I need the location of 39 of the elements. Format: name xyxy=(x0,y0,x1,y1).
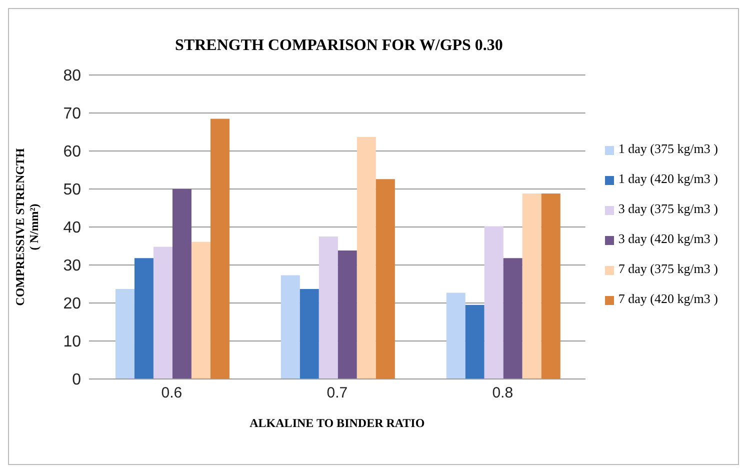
bar xyxy=(280,275,300,379)
bar xyxy=(191,242,210,379)
y-tick-label: 80 xyxy=(63,68,82,85)
bar xyxy=(210,118,230,379)
bar xyxy=(356,136,376,379)
y-tick-label: 60 xyxy=(63,144,82,161)
legend-label: 1 day (420 kg/m3 ) xyxy=(618,171,718,186)
legend-label: 3 day (375 kg/m3 ) xyxy=(618,201,718,216)
bar xyxy=(300,288,319,379)
bar xyxy=(446,292,466,379)
bar xyxy=(522,194,542,379)
legend-label: 3 day (420 kg/m3 ) xyxy=(618,231,718,246)
chart-title: STRENGTH COMPARISON FOR W/GPS 0.30 xyxy=(174,37,504,55)
y-tick-label: 40 xyxy=(63,220,82,237)
y-tick-label: 70 xyxy=(63,106,82,123)
x-tick-label: 0.8 xyxy=(492,384,514,402)
y-tick-label: 50 xyxy=(63,182,82,199)
bar xyxy=(318,236,338,379)
y-tick-label: 30 xyxy=(63,258,82,275)
bar xyxy=(115,288,134,379)
x-tick-label: 0.6 xyxy=(161,384,182,402)
x-tick-label: 0.7 xyxy=(326,384,348,402)
bar xyxy=(172,189,192,379)
bar xyxy=(376,179,395,379)
y-tick-label: 20 xyxy=(63,296,82,313)
bar xyxy=(134,258,154,379)
bar xyxy=(153,246,172,379)
bar xyxy=(503,258,522,379)
legend-label: 1 day (375 kg/m3 ) xyxy=(618,141,718,156)
bar xyxy=(338,250,357,379)
y-axis-title: COMPRESSIVE STRENGTH ( N/mm²) xyxy=(13,147,41,306)
bar xyxy=(484,226,504,379)
bar xyxy=(465,304,484,379)
legend-label: 7 day (420 kg/m3 ) xyxy=(618,291,718,306)
y-tick-label: 10 xyxy=(63,334,82,351)
bar xyxy=(541,194,560,379)
x-axis-title: ALKALINE TO BINDER RATIO xyxy=(250,416,425,430)
y-tick-label: 0 xyxy=(72,372,82,389)
legend-label: 7 day (375 kg/m3 ) xyxy=(618,261,718,276)
